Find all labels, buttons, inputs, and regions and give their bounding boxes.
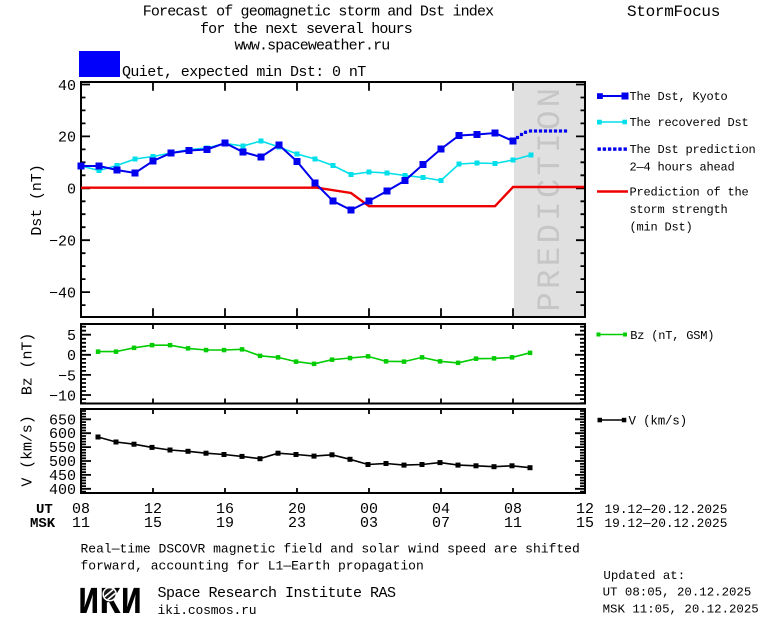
svg-text:16: 16 xyxy=(216,501,234,518)
svg-text:forward, accounting for L1—Ear: forward, accounting for L1—Earth propaga… xyxy=(81,558,424,573)
svg-text:08: 08 xyxy=(504,501,522,518)
svg-text:The recovered Dst: The recovered Dst xyxy=(630,116,749,130)
svg-text:Dst (nT): Dst (nT) xyxy=(29,164,46,235)
svg-text:−40: −40 xyxy=(49,285,76,302)
svg-text:Prediction of the: Prediction of the xyxy=(630,186,749,200)
svg-text:550: 550 xyxy=(49,440,76,457)
svg-text:650: 650 xyxy=(49,412,76,429)
svg-text:−20: −20 xyxy=(49,234,76,251)
svg-text:Quiet, expected min Dst: 0 nT: Quiet, expected min Dst: 0 nT xyxy=(122,64,366,81)
svg-text:PREDICTION: PREDICTION xyxy=(532,84,569,311)
svg-text:Forecast of geomagnetic storm: Forecast of geomagnetic storm and Dst in… xyxy=(143,4,494,21)
svg-text:20: 20 xyxy=(58,130,76,147)
svg-text:Real—time DSCOVR magnetic fiel: Real—time DSCOVR magnetic field and sola… xyxy=(81,541,580,556)
svg-text:5: 5 xyxy=(67,328,76,345)
svg-text:12: 12 xyxy=(144,501,162,518)
svg-text:0: 0 xyxy=(67,348,76,365)
svg-text:00: 00 xyxy=(360,501,378,518)
svg-text:V (km/s): V (km/s) xyxy=(20,415,37,486)
svg-text:19: 19 xyxy=(216,515,234,532)
svg-text:V (km/s): V (km/s) xyxy=(629,415,687,429)
svg-text:Updated at:: Updated at: xyxy=(603,569,685,583)
svg-text:The Dst, Kyoto: The Dst, Kyoto xyxy=(630,90,728,104)
svg-text:40: 40 xyxy=(58,78,76,95)
svg-text:04: 04 xyxy=(432,501,450,518)
svg-text:−5: −5 xyxy=(58,368,76,385)
svg-text:Bz (nT, GSM): Bz (nT, GSM) xyxy=(630,329,714,343)
svg-text:11: 11 xyxy=(72,515,90,532)
svg-text:iki.cosmos.ru: iki.cosmos.ru xyxy=(158,603,257,618)
svg-text:(min Dst): (min Dst) xyxy=(630,221,693,235)
svg-text:08: 08 xyxy=(72,501,90,518)
svg-text:Bz (nT): Bz (nT) xyxy=(20,333,37,395)
svg-text:03: 03 xyxy=(360,515,378,532)
svg-text:23: 23 xyxy=(288,515,306,532)
svg-text:450: 450 xyxy=(49,468,76,485)
svg-text:15: 15 xyxy=(144,515,162,532)
svg-text:07: 07 xyxy=(432,515,450,532)
svg-text:15: 15 xyxy=(576,515,594,532)
svg-text:20: 20 xyxy=(288,501,306,518)
svg-text:0: 0 xyxy=(67,182,76,199)
svg-text:UT 08:05, 20.12.2025: UT 08:05, 20.12.2025 xyxy=(603,586,752,600)
svg-text:600: 600 xyxy=(49,426,76,443)
svg-text:www.spaceweather.ru: www.spaceweather.ru xyxy=(235,38,390,55)
svg-text:storm strength: storm strength xyxy=(630,203,728,217)
svg-text:500: 500 xyxy=(49,454,76,471)
svg-text:StormFocus: StormFocus xyxy=(627,3,720,21)
svg-text:12: 12 xyxy=(576,501,594,518)
svg-text:MSK: MSK xyxy=(30,516,56,532)
svg-text:2—4 hours ahead: 2—4 hours ahead xyxy=(630,161,735,175)
svg-text:The Dst prediction: The Dst prediction xyxy=(630,143,756,157)
svg-text:11: 11 xyxy=(504,515,522,532)
svg-text:for the next several hours: for the next several hours xyxy=(200,21,412,38)
svg-text:UT: UT xyxy=(36,502,53,518)
svg-text:19.12—20.12.2025: 19.12—20.12.2025 xyxy=(605,516,728,531)
svg-text:400: 400 xyxy=(49,482,76,499)
svg-text:−10: −10 xyxy=(49,388,76,405)
svg-text:Space Research Institute RAS: Space Research Institute RAS xyxy=(158,585,397,602)
svg-text:19.12—20.12.2025: 19.12—20.12.2025 xyxy=(605,502,728,517)
svg-text:MSK 11:05, 20.12.2025: MSK 11:05, 20.12.2025 xyxy=(603,603,759,617)
